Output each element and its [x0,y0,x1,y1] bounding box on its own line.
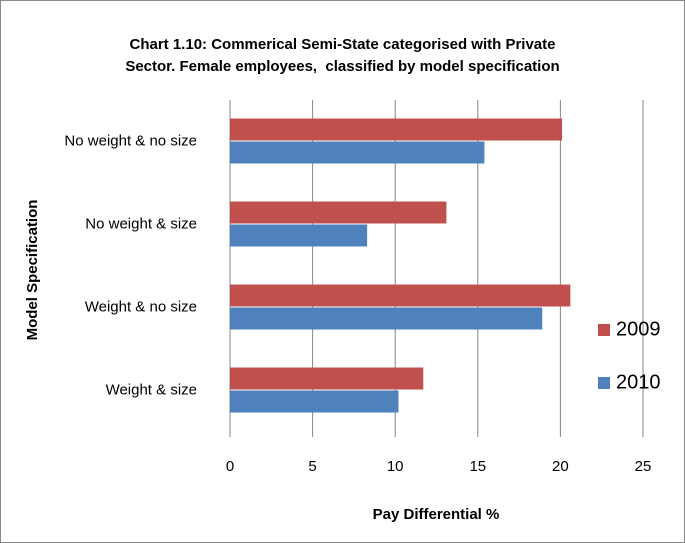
y-tick-label: Weight & no size [85,298,197,315]
x-axis-title: Pay Differential % [373,506,500,523]
bar [230,284,571,307]
x-tick-label: 15 [469,458,486,475]
x-tick-label: 0 [226,458,234,475]
y-axis-title: Model Specification [24,200,41,341]
x-tick-label: 25 [635,458,652,475]
bar [230,307,543,330]
legend-swatch [598,377,610,389]
y-tick-label: No weight & size [85,215,197,232]
bar [230,224,368,247]
x-tick-label: 5 [308,458,316,475]
bar [230,141,485,164]
bar [230,390,399,413]
chart-title: Chart 1.10: Commerical Semi-State catego… [125,36,560,75]
x-tick-label: 10 [387,458,404,475]
bar [230,118,563,141]
legend-label: 2009 [616,318,661,340]
x-tick-label: 20 [552,458,569,475]
legend-swatch [598,324,610,336]
y-tick-label: Weight & size [106,381,197,398]
y-tick-label: No weight & no size [64,132,197,149]
legend-label: 2010 [616,371,661,393]
bar [230,201,447,224]
bar [230,367,424,390]
